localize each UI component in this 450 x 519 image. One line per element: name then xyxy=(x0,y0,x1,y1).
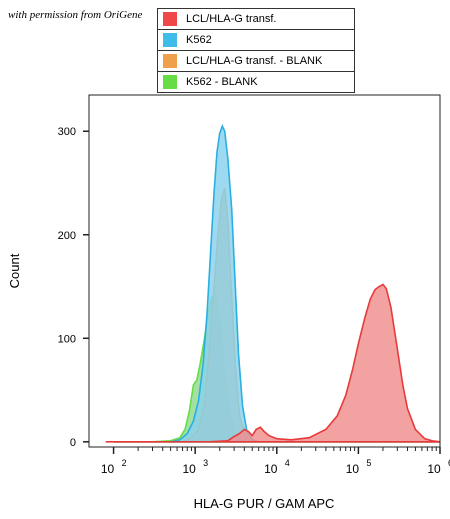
y-tick-label: 200 xyxy=(58,230,76,242)
x-tick-exponent: 2 xyxy=(122,458,127,468)
x-axis: 10 2 10 3 10 4 10 5 10 6 xyxy=(101,447,450,476)
legend-label: K562 xyxy=(186,34,212,46)
legend-item: LCL/HLA-G transf. xyxy=(158,9,354,30)
permission-note: with permission from OriGene xyxy=(8,9,143,21)
y-tick-label: 300 xyxy=(58,126,76,138)
legend-item: K562 xyxy=(158,30,354,51)
chart-legend: LCL/HLA-G transf. K562 LCL/HLA-G transf.… xyxy=(157,8,355,93)
legend-swatch xyxy=(163,54,177,68)
legend-item: K562 - BLANK xyxy=(158,72,354,92)
x-tick-exponent: 3 xyxy=(203,458,208,468)
x-tick-exponent: 5 xyxy=(366,458,371,468)
legend-swatch xyxy=(163,75,177,89)
y-axis-label: Count xyxy=(7,253,22,288)
x-tick-exponent: 6 xyxy=(448,458,450,468)
legend-label: LCL/HLA-G transf. xyxy=(186,13,277,25)
legend-item: LCL/HLA-G transf. - BLANK xyxy=(158,51,354,72)
legend-swatch xyxy=(163,12,177,26)
x-tick-label: 10 xyxy=(346,462,360,476)
x-tick-label: 10 xyxy=(427,462,441,476)
legend-label: K562 - BLANK xyxy=(186,76,258,88)
x-tick-label: 10 xyxy=(264,462,278,476)
y-tick-label: 100 xyxy=(58,333,76,345)
legend-swatch xyxy=(163,33,177,47)
series-area-lcl-hla-g-transf xyxy=(105,283,441,443)
y-axis: 0 100 200 300 xyxy=(58,126,89,449)
y-tick-label: 0 xyxy=(70,437,76,449)
x-axis-label: HLA-G PUR / GAM APC xyxy=(194,496,335,511)
x-tick-label: 10 xyxy=(182,462,196,476)
x-tick-label: 10 xyxy=(101,462,115,476)
x-tick-exponent: 4 xyxy=(285,458,290,468)
series-layer xyxy=(105,124,441,443)
legend-label: LCL/HLA-G transf. - BLANK xyxy=(186,55,323,67)
